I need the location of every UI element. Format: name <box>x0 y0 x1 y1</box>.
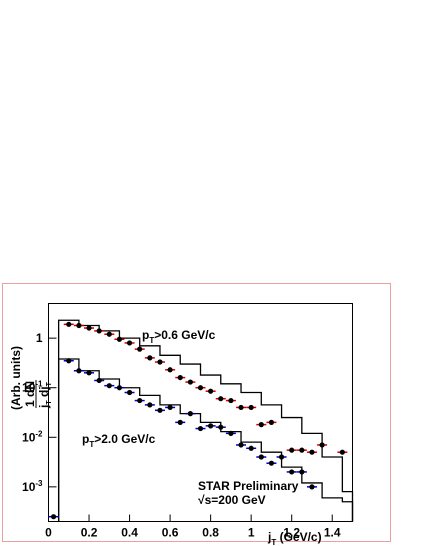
den: dj <box>37 386 51 400</box>
point <box>137 397 143 404</box>
annotation-rest: >2.0 GeV/c <box>94 432 155 446</box>
point <box>309 449 315 455</box>
point <box>96 377 102 384</box>
point <box>248 445 254 451</box>
point <box>238 442 244 448</box>
y-tick-base: 1 <box>36 331 43 345</box>
annotation: STAR Preliminary <box>198 479 299 493</box>
y-tick-exp: -1 <box>35 380 43 389</box>
point <box>268 419 275 425</box>
point <box>197 425 204 432</box>
point <box>66 321 72 327</box>
den: j <box>37 405 51 409</box>
y-tick-exp: -3 <box>35 479 43 488</box>
point <box>187 411 193 417</box>
point <box>319 442 325 448</box>
point <box>228 397 234 404</box>
y-axis-num: 1 dN <box>23 381 37 407</box>
annotation-base: p <box>82 432 89 446</box>
x-tick-label: 1 <box>248 526 255 540</box>
point <box>86 370 92 376</box>
y-axis-label: (Arb. units) 1 dN jT djT <box>9 346 53 410</box>
x-axis-label-base: j <box>267 530 271 544</box>
point <box>86 325 92 331</box>
point <box>147 402 153 408</box>
den-sub: T <box>46 381 53 386</box>
y-tick-label: 1 <box>36 331 43 345</box>
x-tick-label: 0 <box>45 526 52 540</box>
point <box>289 447 295 453</box>
point <box>228 430 234 436</box>
x-tick-label: 0.6 <box>162 526 179 540</box>
y-tick-exp: -2 <box>35 429 43 438</box>
y-tick-base: 10 <box>22 381 36 395</box>
annotation-rest: >0.6 GeV/c <box>154 328 215 342</box>
point <box>299 447 305 453</box>
y-tick-base: 10 <box>22 480 36 494</box>
point <box>289 469 295 475</box>
point <box>66 358 72 364</box>
annotation-base: p <box>142 328 149 342</box>
y-tick-label: 10-1 <box>22 380 43 395</box>
y-tick-label: 10-2 <box>22 429 43 444</box>
den-sub: T <box>46 400 53 405</box>
point <box>309 484 315 490</box>
point <box>268 460 275 466</box>
annotation: pT>0.6 GeV/c <box>142 328 216 345</box>
point <box>137 346 143 352</box>
point <box>258 454 264 460</box>
point <box>147 355 153 361</box>
x-tick-label: 0.2 <box>81 526 98 540</box>
point <box>208 388 214 394</box>
point <box>167 367 173 373</box>
point <box>76 368 82 374</box>
point <box>126 340 133 346</box>
x-axis-label: jT (GeV/c) <box>267 530 322 546</box>
y-tick-base: 10 <box>22 430 36 444</box>
x-tick-label: 1.2 <box>283 526 300 540</box>
x-tick-label: 1.4 <box>324 526 341 540</box>
x-tick-label: 0.4 <box>121 526 138 540</box>
point <box>76 322 82 329</box>
point <box>167 404 173 411</box>
point <box>116 336 123 342</box>
canvas-border <box>2 283 391 542</box>
y-tick-label: 10-3 <box>22 479 43 494</box>
point <box>106 331 112 337</box>
point <box>248 404 254 411</box>
point <box>157 359 163 365</box>
point <box>238 404 244 411</box>
point <box>50 514 57 520</box>
point <box>299 469 305 475</box>
plot-frame <box>48 303 353 522</box>
point <box>208 423 214 429</box>
point <box>218 396 224 402</box>
point <box>177 374 183 381</box>
annotation: pT>2.0 GeV/c <box>82 432 156 449</box>
point <box>278 454 285 460</box>
point <box>258 422 264 428</box>
x-axis-label-sub: T <box>271 538 276 546</box>
point <box>106 383 112 389</box>
annotation: √s=200 GeV <box>198 493 266 507</box>
annotation-sub: T <box>89 440 94 449</box>
x-axis-label-rest: (GeV/c) <box>276 530 321 544</box>
annotation-sub: T <box>149 336 154 345</box>
point <box>116 385 123 391</box>
point <box>177 419 183 425</box>
histogram <box>57 358 354 522</box>
y-axis-den: jT djT <box>37 381 53 409</box>
point <box>339 449 345 455</box>
point <box>96 328 102 334</box>
y-axis-units: (Arb. units) <box>9 346 23 410</box>
point <box>157 407 163 413</box>
point <box>218 424 224 430</box>
point <box>197 385 204 391</box>
point <box>187 379 193 385</box>
x-tick-label: 0.8 <box>202 526 219 540</box>
point <box>126 389 133 396</box>
